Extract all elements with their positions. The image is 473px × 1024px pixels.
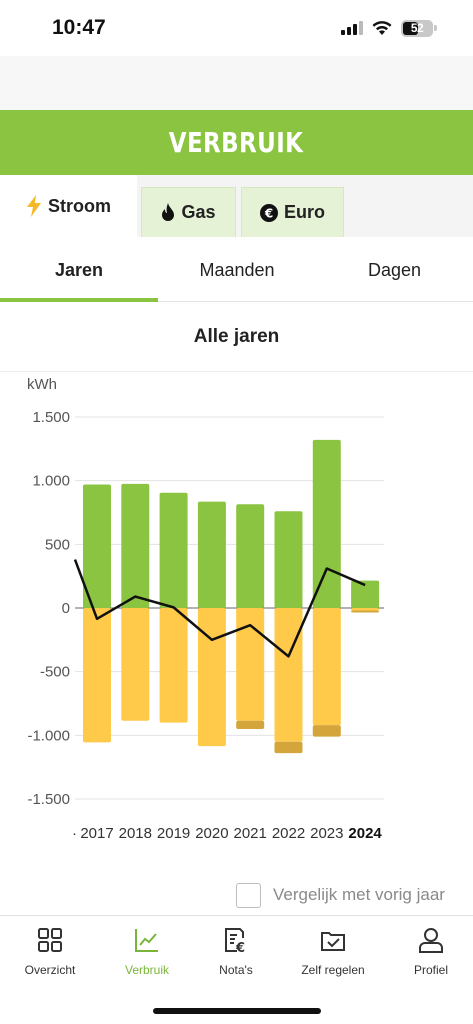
tab-maanden[interactable]: Maanden <box>199 259 275 280</box>
y-axis-label: kWh <box>27 376 57 393</box>
wifi-icon <box>372 21 392 35</box>
bar-positive <box>159 492 188 608</box>
x-tick-label: 2020 <box>195 825 228 842</box>
bar-negative-dark <box>351 610 380 613</box>
x-tick-label: 2021 <box>234 825 267 842</box>
bar-negative-dark <box>312 725 341 737</box>
tab-euro-label: Euro <box>283 202 325 222</box>
bar-negative-dark <box>274 741 303 754</box>
status-bar: 10:47 52 <box>0 0 473 56</box>
tab-stroom-label: Stroom <box>48 195 111 216</box>
bar-positive <box>121 483 150 608</box>
top-spacer <box>0 56 473 110</box>
bar-positive <box>197 501 226 608</box>
bar-positive <box>312 439 341 608</box>
page-title: VERBRUIK <box>169 126 304 159</box>
status-icons: 52 <box>341 19 437 37</box>
nav-profiel-label: Profiel <box>413 963 448 977</box>
tab-euro[interactable]: € Euro <box>241 187 344 237</box>
signal-icon <box>341 21 363 35</box>
x-tick-label: 2022 <box>272 825 305 842</box>
usage-chart: kWh 1.500 1.000 500 0 -500 -1.000 -1.500 · 2017 20… <box>0 372 473 842</box>
nav-verbruik-label: Verbruik <box>124 963 170 977</box>
net-usage-line <box>73 559 366 658</box>
page-header: VERBRUIK <box>0 110 473 175</box>
user-icon <box>419 928 443 953</box>
bar-positive <box>83 484 111 608</box>
active-tab-indicator <box>0 298 158 302</box>
bar-negative <box>197 608 226 747</box>
nav-zelf-regelen-label: Zelf regelen <box>301 963 365 977</box>
bar-negative-dark <box>236 720 265 729</box>
bar-negative <box>121 608 150 721</box>
y-tick-label: -1.000 <box>27 727 70 744</box>
bar-negative <box>312 608 341 726</box>
nav-verbruik[interactable]: Verbruik <box>100 916 194 996</box>
chart-icon <box>135 929 158 952</box>
x-tick-label-partial: · <box>72 825 77 842</box>
y-tick-label: 500 <box>45 536 70 553</box>
battery-level: 52 <box>410 21 424 35</box>
tab-dagen[interactable]: Dagen <box>367 259 422 280</box>
compare-label: Vergelijk met vorig jaar <box>273 885 445 904</box>
tab-gas[interactable]: Gas <box>141 187 236 237</box>
y-tick-label: 0 <box>62 600 70 617</box>
x-tick-label: 2019 <box>157 825 190 842</box>
bar-positive <box>274 511 303 608</box>
lightning-icon <box>27 195 41 217</box>
tab-gas-label: Gas <box>181 202 216 222</box>
bar-positive <box>236 504 265 608</box>
home-indicator <box>153 1008 321 1014</box>
grid-icon <box>38 928 62 952</box>
y-tick-label: 1.500 <box>32 409 70 426</box>
nav-overzicht[interactable]: Overzicht <box>3 916 97 996</box>
bar-negative <box>83 608 111 743</box>
svg-text:€: € <box>235 941 245 954</box>
section-title: Alle jaren <box>0 302 473 372</box>
nav-overzicht-label: Overzicht <box>24 963 76 977</box>
bar-negative <box>159 608 188 723</box>
compare-checkbox[interactable] <box>236 882 261 908</box>
x-tick-label: 2018 <box>119 825 152 842</box>
nav-notas-label: Nota's <box>219 963 253 977</box>
nav-zelf-regelen[interactable]: Zelf regelen <box>286 916 380 996</box>
bar-positive <box>351 580 380 608</box>
nav-profiel[interactable]: Profiel <box>384 916 473 996</box>
euro-icon: € <box>259 203 278 222</box>
y-tick-label: -500 <box>40 664 70 681</box>
status-time: 10:47 <box>52 16 106 39</box>
flame-icon <box>162 203 175 221</box>
tab-stroom[interactable]: Stroom <box>0 175 137 237</box>
invoice-icon: € <box>225 928 245 954</box>
bottom-nav: Overzicht Verbruik € Nota's Zelf regelen… <box>0 915 473 1024</box>
x-tick-label: 2023 <box>310 825 343 842</box>
x-tick-label: 2017 <box>80 825 113 842</box>
x-tick-label: 2024 <box>348 825 382 842</box>
settings-box-icon <box>321 932 345 951</box>
energy-tabs: Stroom Gas € Euro <box>0 175 473 237</box>
battery-icon: 52 <box>401 19 437 37</box>
tab-jaren[interactable]: Jaren <box>54 259 104 280</box>
compare-toggle[interactable]: Vergelijk met vorig jaar <box>236 882 445 908</box>
bar-negative <box>351 608 380 611</box>
y-tick-label: -1.500 <box>27 791 70 808</box>
bar-negative <box>236 608 265 721</box>
usage-chart-svg: kWh 1.500 1.000 500 0 -500 -1.000 -1.500· 2017 20… <box>27 376 384 842</box>
bar-negative <box>274 608 303 742</box>
y-tick-label: 1.000 <box>32 473 70 490</box>
svg-text:€: € <box>264 206 273 220</box>
period-tabs: Jaren Maanden Dagen <box>0 238 473 302</box>
nav-notas[interactable]: € Nota's <box>189 916 283 996</box>
